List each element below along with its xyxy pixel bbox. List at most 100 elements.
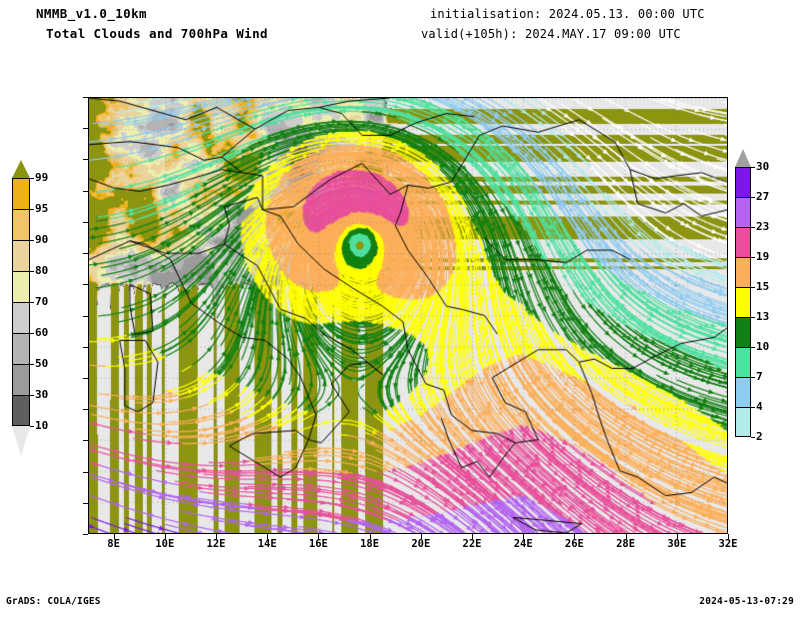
x-tick-mark	[728, 534, 729, 539]
header-right-block: initialisation: 2024.05.13. 00:00 UTC va…	[421, 7, 705, 41]
colorbar-tick-mark	[751, 347, 755, 348]
colorbar-tick-label: 99	[35, 171, 49, 184]
field-title: Total Clouds and 700hPa Wind	[46, 26, 268, 41]
colorbar-tick-label: 23	[756, 220, 770, 233]
x-tick-label: 14E	[257, 538, 277, 550]
colorbar-tick-label: 70	[35, 295, 49, 308]
x-tick-label: 16E	[308, 538, 328, 550]
colorbar-tick-label: 27	[756, 190, 770, 203]
y-tick-mark	[83, 128, 88, 130]
y-tick-mark	[83, 315, 88, 317]
colorbar-band	[735, 377, 751, 407]
y-tick-mark	[83, 534, 88, 535]
colorbar-tick-mark	[30, 209, 34, 210]
x-tick-label: 22E	[462, 538, 482, 550]
valid-time: valid(+105h): 2024.MAY.17 09:00 UTC	[421, 27, 681, 41]
y-tick-mark	[83, 502, 88, 504]
colorbar-tick-mark	[751, 227, 755, 228]
y-tick-mark	[83, 377, 88, 379]
x-tick-mark	[574, 534, 576, 539]
colorbar-wind-speed[interactable]: 30 27 23 19 15 13 10 7 4 2	[735, 149, 769, 467]
y-tick-mark	[83, 440, 88, 442]
x-tick-label: 20E	[411, 538, 431, 550]
colorbar-extend-down-arrow	[12, 426, 30, 456]
colorbar-band	[735, 287, 751, 317]
colorbar-tick-mark	[30, 178, 34, 179]
colorbar-band	[12, 271, 30, 302]
colorbar-extend-up-arrow	[12, 160, 30, 178]
colorbar-tick-label: 60	[35, 326, 49, 339]
colorbar-band	[735, 347, 751, 377]
y-tick-mark	[83, 409, 88, 411]
initialisation-time: initialisation: 2024.05.13. 00:00 UTC	[430, 7, 705, 21]
x-tick-label: 8E	[107, 538, 120, 550]
x-tick-mark	[216, 534, 217, 539]
colorbar-band	[12, 240, 30, 271]
colorbar-tick-mark	[30, 333, 34, 334]
colorbar-extend-up-arrow	[735, 149, 751, 167]
y-tick-mark	[83, 471, 88, 473]
colorbar-band	[12, 209, 30, 240]
y-tick-mark	[83, 159, 88, 161]
colorbar-tick-label: 50	[35, 357, 49, 370]
x-tick-label: 30E	[667, 538, 687, 550]
header-left-block: NMMB_v1.0_10km Total Clouds and 700hPa W…	[36, 6, 268, 41]
colorbar-band	[12, 333, 30, 364]
colorbar-band	[735, 257, 751, 287]
y-tick-mark	[83, 190, 88, 192]
colorbar-band	[735, 317, 751, 347]
x-tick-mark	[625, 534, 627, 539]
colorbar-tick-mark	[751, 257, 755, 258]
chart-header: NMMB_v1.0_10km Total Clouds and 700hPa W…	[0, 0, 800, 58]
colorbar-tick-label: 30	[35, 388, 49, 401]
colorbar-tick-mark	[30, 364, 34, 365]
x-tick-mark	[676, 534, 678, 539]
x-tick-mark	[472, 534, 473, 539]
colorbar-band	[12, 395, 30, 426]
colorbar-tick-mark	[30, 240, 34, 241]
x-tick-mark	[267, 534, 269, 539]
model-title: NMMB_v1.0_10km	[36, 6, 147, 21]
colorbar-band	[12, 178, 30, 209]
y-tick-mark	[83, 253, 88, 255]
colorbar-band	[735, 227, 751, 257]
x-tick-label: 10E	[155, 538, 175, 550]
x-tick-label: 26E	[564, 538, 584, 550]
colorbar-tick-mark	[751, 437, 755, 438]
x-tick-label: 24E	[513, 538, 533, 550]
colorbar-tick-mark	[751, 407, 755, 408]
map-plot-area[interactable]	[88, 97, 728, 534]
footer-timestamp: 2024-05-13-07:29	[699, 596, 794, 607]
x-tick-mark	[113, 534, 115, 539]
colorbar-tick-mark	[751, 317, 755, 318]
colorbar-tick-label: 10	[756, 340, 770, 353]
colorbar-tick-label: 4	[756, 400, 763, 413]
colorbar-tick-mark	[751, 167, 755, 168]
colorbar-tick-label: 80	[35, 264, 49, 277]
y-tick-mark	[83, 346, 88, 348]
y-tick-mark	[83, 221, 88, 223]
colorbar-tick-mark	[751, 197, 755, 198]
x-tick-label: 28E	[616, 538, 636, 550]
colorbar-tick-label: 90	[35, 233, 49, 246]
x-tick-mark	[420, 534, 422, 539]
colorbar-band	[12, 302, 30, 333]
x-tick-mark	[318, 534, 320, 539]
colorbar-tick-label: 19	[756, 250, 770, 263]
colorbar-total-clouds[interactable]: 99 95 90 80 70 60 50 30 10	[12, 160, 48, 456]
colorbar-tick-mark	[30, 395, 34, 396]
footer-source: GrADS: COLA/IGES	[6, 596, 101, 607]
y-tick-mark	[83, 97, 88, 98]
colorbar-tick-mark	[751, 377, 755, 378]
colorbar-tick-label: 10	[35, 419, 49, 432]
colorbar-tick-mark	[751, 287, 755, 288]
colorbar-band	[12, 364, 30, 395]
x-tick-label: 12E	[206, 538, 226, 550]
y-tick-mark	[83, 284, 88, 286]
x-tick-label: 32E	[718, 538, 738, 550]
colorbar-extend-down-arrow	[735, 437, 751, 467]
x-tick-mark	[164, 534, 166, 539]
colorbar-tick-label: 30	[756, 160, 770, 173]
colorbar-tick-label: 2	[756, 430, 763, 443]
x-tick-label: 18E	[360, 538, 380, 550]
